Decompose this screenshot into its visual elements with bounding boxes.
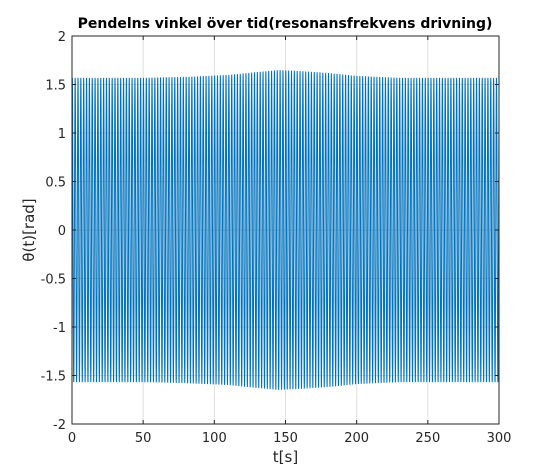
y-axis-label: θ(t)[rad] — [20, 198, 38, 261]
x-tick-label: 150 — [273, 431, 298, 446]
x-tick-label: 250 — [415, 431, 440, 446]
x-axis-label: t[s] — [273, 448, 298, 466]
y-tick-label: 0.5 — [45, 176, 66, 191]
x-tick-label: 200 — [344, 431, 369, 446]
x-tick-label: 0 — [68, 431, 76, 446]
chart-title: Pendelns vinkel över tid(resonansfrekven… — [78, 16, 493, 32]
y-tick-label: 0 — [58, 224, 66, 239]
y-tick-label: -1.5 — [41, 370, 66, 385]
y-tick-label: -2 — [53, 418, 66, 433]
x-tick-label: 50 — [135, 431, 152, 446]
x-tick-label: 100 — [202, 431, 227, 446]
axis-ticks: 0 50 100 150 200 250 300 -2 -1.5 -1 -0.5 0 0.5 1 1.5 2 — [41, 30, 512, 446]
y-tick-label: 1 — [58, 127, 66, 142]
y-tick-label: 2 — [58, 30, 66, 45]
x-tick-label: 300 — [487, 431, 512, 446]
y-tick-label: -1 — [53, 321, 66, 336]
plot-area — [71, 70, 500, 390]
series-line — [71, 70, 500, 390]
y-tick-label: -0.5 — [41, 273, 66, 288]
y-tick-label: 1.5 — [45, 79, 66, 94]
